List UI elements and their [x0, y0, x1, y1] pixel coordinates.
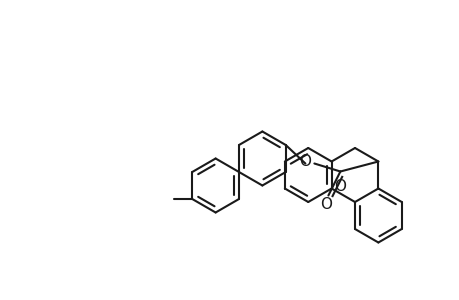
Text: O: O	[319, 197, 332, 212]
Text: O: O	[299, 154, 311, 169]
Text: O: O	[334, 179, 346, 194]
